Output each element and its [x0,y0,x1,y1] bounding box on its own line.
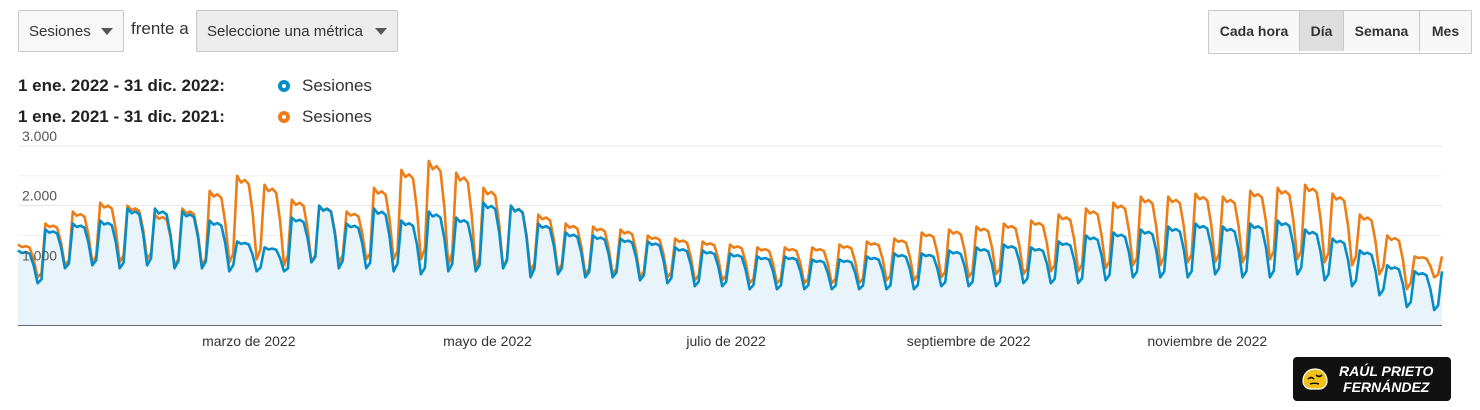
legend-range: 1 ene. 2021 - 31 dic. 2021: [18,107,225,126]
metric-select[interactable]: Sesiones [18,10,124,52]
compare-metric-select[interactable]: Seleccione una métrica [196,10,398,52]
brand-name: RAÚL PRIETO FERNÁNDEZ [1339,363,1433,395]
sessions-line-chart: 1.000 2.000 3.000 marzo de 2022 mayo de 202… [17,128,1444,349]
x-tick-label: septiembre de 2022 [907,333,1031,349]
granularity-toggle: Cada hora Día Semana Mes [1208,10,1472,54]
granularity-month-button[interactable]: Mes [1419,11,1471,51]
compare-select-value: Seleccione una métrica [207,22,363,40]
granularity-hourly-button[interactable]: Cada hora [1209,11,1299,51]
legend-series-label: Sesiones [302,76,372,95]
brand-line-2: FERNÁNDEZ [1343,379,1430,395]
chevron-down-icon [101,28,113,35]
legend-dot-icon [278,80,290,92]
metric-select-value: Sesiones [29,22,91,40]
y-tick-label: 2.000 [22,188,57,204]
brand-badge: RAÚL PRIETO FERNÁNDEZ [1293,357,1451,401]
series-line-0 [17,201,1444,312]
x-tick-label: julio de 2022 [685,333,766,349]
granularity-week-button[interactable]: Semana [1343,11,1419,51]
legend-dot-icon [278,111,290,123]
granularity-day-button[interactable]: Día [1299,11,1343,51]
series-line-1 [17,159,1444,291]
legend-row-previous: 1 ene. 2021 - 31 dic. 2021: Sesiones [18,105,372,129]
legend-row-current: 1 ene. 2022 - 31 dic. 2022: Sesiones [18,74,372,98]
brand-line-1: RAÚL PRIETO [1339,363,1434,379]
y-tick-label: 1.000 [22,247,57,263]
brain-logo-icon [1302,368,1328,390]
y-tick-label: 3.000 [22,128,57,144]
legend-series-label: Sesiones [302,107,372,126]
legend-range: 1 ene. 2022 - 31 dic. 2022: [18,76,225,95]
chevron-down-icon [375,28,387,35]
x-tick-label: noviembre de 2022 [1147,333,1267,349]
x-tick-label: mayo de 2022 [443,333,532,349]
series-area-fill [18,202,1442,325]
x-tick-label: marzo de 2022 [202,333,296,349]
compare-label: frente a [131,19,189,38]
